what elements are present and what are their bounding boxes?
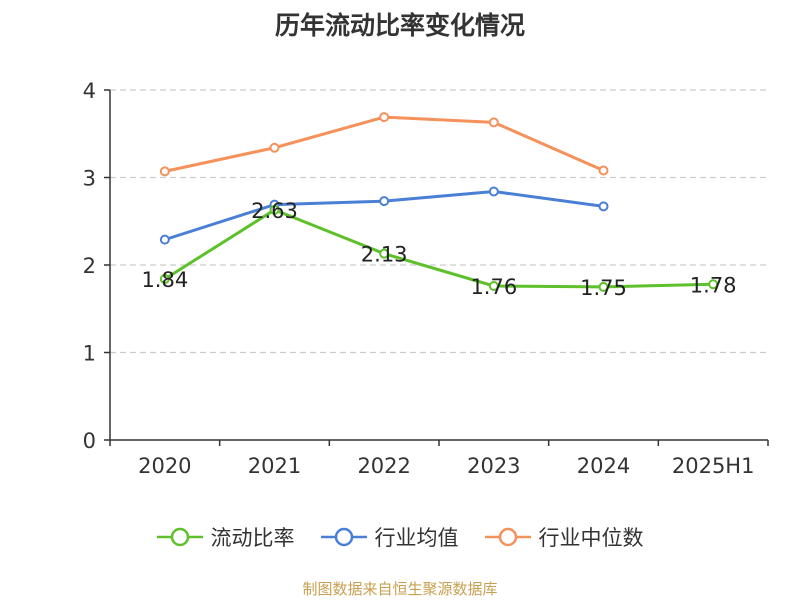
legend-item-industry-median[interactable]: 行业中位数 — [484, 522, 644, 552]
legend-item-current-ratio[interactable]: 流动比率 — [156, 522, 295, 552]
data-point-1 — [598, 201, 609, 212]
data-point-0 — [159, 274, 170, 284]
series-lines — [159, 112, 719, 292]
series-line-2 — [164, 115, 605, 173]
data-point-0 — [269, 204, 280, 215]
x-tick-label: 2020 — [138, 454, 191, 478]
line-chart: 0 1 2 3 4 2020 2021 2022 2023 2024 2025H1 1.84 2.63… — [83, 79, 769, 478]
x-tick-label: 2025H1 — [672, 454, 755, 478]
y-tick-label: 0 — [83, 429, 96, 453]
y-tick-label: 2 — [83, 254, 96, 278]
legend-label-industry-average: 行业均值 — [374, 526, 459, 550]
data-label: 1.76 — [470, 275, 517, 299]
x-tick-label: 2022 — [357, 454, 410, 478]
legend-label-current-ratio: 流动比率 — [210, 526, 295, 550]
legend-label-industry-median: 行业中位数 — [538, 526, 644, 550]
legend: 流动比率 行业均值 行业中位数 — [0, 520, 800, 554]
data-point-1 — [379, 196, 390, 207]
data-point-1 — [488, 186, 499, 197]
legend-swatch-industry-average — [320, 527, 367, 547]
y-tick-label: 4 — [83, 79, 96, 103]
x-tick-label: 2023 — [467, 454, 520, 478]
data-label: 2.13 — [361, 243, 408, 267]
data-point-2 — [269, 142, 280, 153]
legend-item-industry-average[interactable]: 行业均值 — [320, 522, 459, 552]
legend-swatch-industry-median — [484, 527, 531, 547]
y-tick-label: 1 — [83, 342, 96, 366]
data-point-2 — [159, 166, 170, 177]
chart-title: 历年流动比率变化情况 — [274, 11, 525, 40]
data-point-1 — [159, 234, 170, 245]
legend-swatch-current-ratio — [156, 527, 203, 547]
data-point-2 — [488, 117, 499, 128]
data-point-0 — [708, 279, 719, 290]
data-point-2 — [598, 165, 609, 176]
y-tick-label: 3 — [83, 167, 96, 191]
data-point-0 — [379, 248, 390, 259]
x-tick-label: 2021 — [248, 454, 301, 478]
data-label: 1.78 — [690, 273, 737, 297]
series-line-0 — [164, 208, 714, 289]
grid-lines — [110, 89, 768, 354]
x-tick-label: 2024 — [577, 454, 630, 478]
data-point-0 — [488, 281, 499, 291]
data-labels: 1.84 2.63 2.13 1.76 1.75 1.78 — [141, 199, 736, 300]
data-label: 2.63 — [251, 199, 298, 223]
data-label: 1.84 — [141, 268, 188, 292]
data-point-0 — [598, 281, 609, 292]
data-source-note: 制图数据来自恒生聚源数据库 — [302, 580, 498, 598]
data-label: 1.75 — [580, 276, 627, 300]
data-point-2 — [379, 112, 390, 123]
axes: 0 1 2 3 4 2020 2021 2022 2023 2024 2025H1 — [83, 79, 769, 478]
